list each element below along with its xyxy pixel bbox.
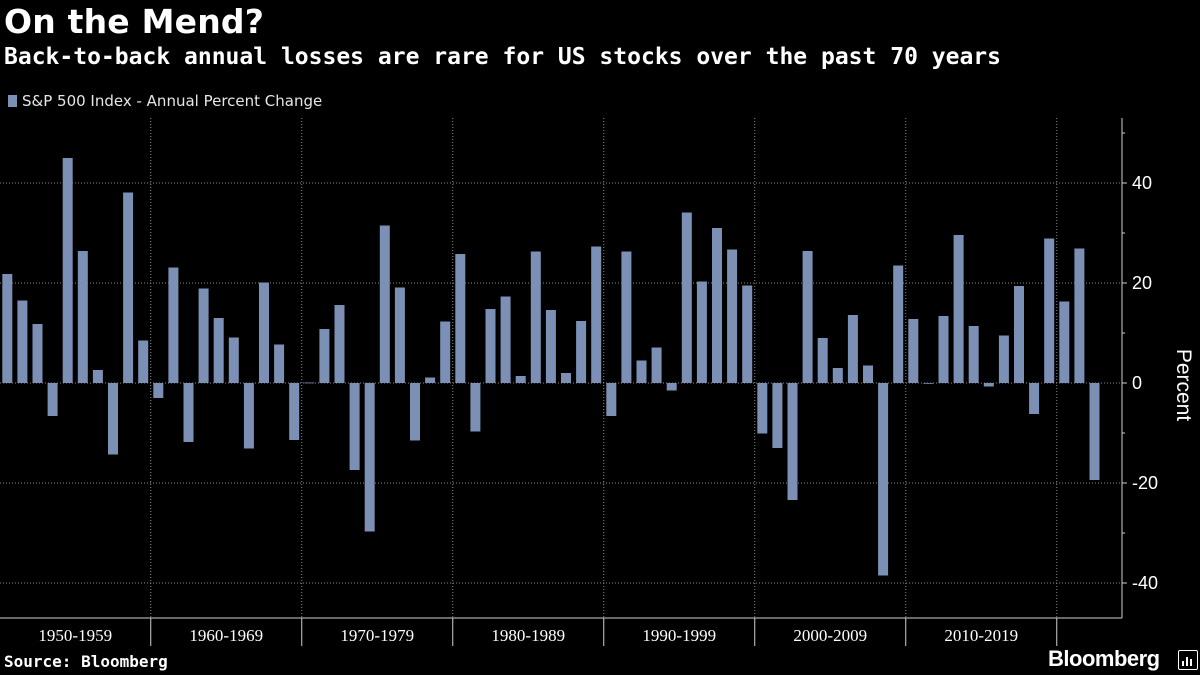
- bar-2014: [968, 326, 979, 383]
- bar-1954: [62, 158, 73, 383]
- bar-1957: [108, 383, 118, 455]
- legend-label: S&P 500 Index - Annual Percent Change: [22, 92, 323, 110]
- bar-1962: [183, 383, 194, 442]
- y-tick-label: 20: [1132, 273, 1152, 293]
- bar-1960: [153, 383, 164, 398]
- bar-1988: [576, 321, 587, 383]
- y-tick-label: 0: [1132, 373, 1142, 393]
- y-tick-label: -20: [1132, 473, 1158, 493]
- bar-1996: [696, 281, 707, 383]
- bar-1984: [515, 376, 526, 383]
- bar-1979: [440, 321, 451, 383]
- bar-1961: [168, 267, 179, 383]
- decade-label: 1990-1999: [642, 626, 716, 645]
- bar-1995: [681, 212, 692, 383]
- bar-2006: [847, 315, 858, 383]
- bar-1955: [77, 251, 88, 383]
- bar-2015: [983, 383, 994, 387]
- bar-1982: [485, 309, 496, 383]
- bar-1975: [379, 225, 390, 383]
- bar-1966: [243, 383, 254, 449]
- bar-1978: [425, 377, 436, 383]
- bar-2000: [757, 383, 768, 434]
- decade-label: 1960-1969: [189, 626, 263, 645]
- bar-2018: [1029, 383, 1040, 414]
- bar-2017: [1014, 286, 1024, 383]
- chart-title: On the Mend?: [4, 2, 265, 41]
- decade-label: 1970-1979: [340, 626, 414, 645]
- bar-1992: [636, 360, 647, 383]
- bar-1990: [606, 383, 617, 416]
- legend: S&P 500 Index - Annual Percent Change: [8, 92, 322, 110]
- bar-2002: [787, 383, 798, 500]
- bar-2016: [998, 335, 1009, 383]
- bar-2022: [1089, 383, 1100, 480]
- bar-1991: [621, 251, 632, 383]
- y-tick-label: -40: [1132, 573, 1158, 593]
- bar-2013: [953, 235, 964, 383]
- bar-1997: [712, 228, 722, 383]
- bar-1989: [591, 246, 602, 383]
- decade-label: 2000-2009: [793, 626, 867, 645]
- bar-1987: [561, 373, 571, 383]
- bar-2010: [908, 319, 919, 383]
- source-note: Source: Bloomberg: [4, 652, 168, 671]
- bar-1993: [651, 347, 662, 383]
- bar-1976: [394, 287, 405, 383]
- bar-1985: [530, 251, 541, 383]
- bar-2020: [1059, 301, 1070, 383]
- y-tick-label: 40: [1132, 173, 1152, 193]
- bar-2005: [832, 368, 843, 383]
- bar-1970: [304, 382, 315, 384]
- bar-1973: [349, 383, 360, 470]
- bar-2007: [863, 365, 873, 383]
- bar-2009: [893, 265, 904, 383]
- bar-1958: [123, 192, 134, 383]
- bar-2019: [1044, 238, 1055, 383]
- bar-1999: [742, 285, 753, 383]
- chart-subtitle: Back-to-back annual losses are rare for …: [4, 44, 1001, 70]
- bar-1969: [289, 383, 300, 440]
- bar-1998: [727, 249, 738, 383]
- bar-1971: [319, 329, 330, 383]
- bar-2008: [878, 383, 889, 576]
- y-axis-label: Percent: [1172, 349, 1195, 422]
- bar-1965: [228, 337, 239, 383]
- bar-1951: [17, 300, 28, 383]
- brand-logo-text: Bloomberg: [1048, 646, 1160, 671]
- bloomberg-chart-icon: [1178, 650, 1198, 670]
- bar-1981: [470, 383, 481, 432]
- bar-1974: [364, 383, 375, 532]
- bar-2021: [1074, 248, 1085, 383]
- bar-1983: [500, 296, 511, 383]
- bar-1994: [666, 383, 677, 391]
- legend-swatch: [8, 95, 17, 107]
- decade-label: 1950-1959: [38, 626, 112, 645]
- decade-label: 1980-1989: [491, 626, 565, 645]
- bar-2003: [802, 251, 813, 383]
- bar-1977: [410, 383, 420, 441]
- bar-1956: [92, 370, 103, 383]
- bar-2011: [923, 383, 934, 384]
- bar-1950: [2, 274, 13, 383]
- bar-2001: [772, 383, 783, 448]
- bar-1972: [334, 305, 345, 383]
- bar-1968: [274, 344, 285, 383]
- bar-1964: [213, 318, 224, 383]
- bar-1953: [47, 383, 58, 416]
- bar-2004: [817, 338, 828, 383]
- bar-1952: [32, 324, 43, 383]
- bar-2012: [938, 316, 949, 383]
- bar-1959: [138, 340, 149, 383]
- decade-label: 2010-2019: [944, 626, 1018, 645]
- bar-1967: [259, 282, 269, 383]
- bar-1980: [455, 254, 466, 383]
- bar-1986: [545, 310, 556, 383]
- bar-1963: [198, 288, 209, 383]
